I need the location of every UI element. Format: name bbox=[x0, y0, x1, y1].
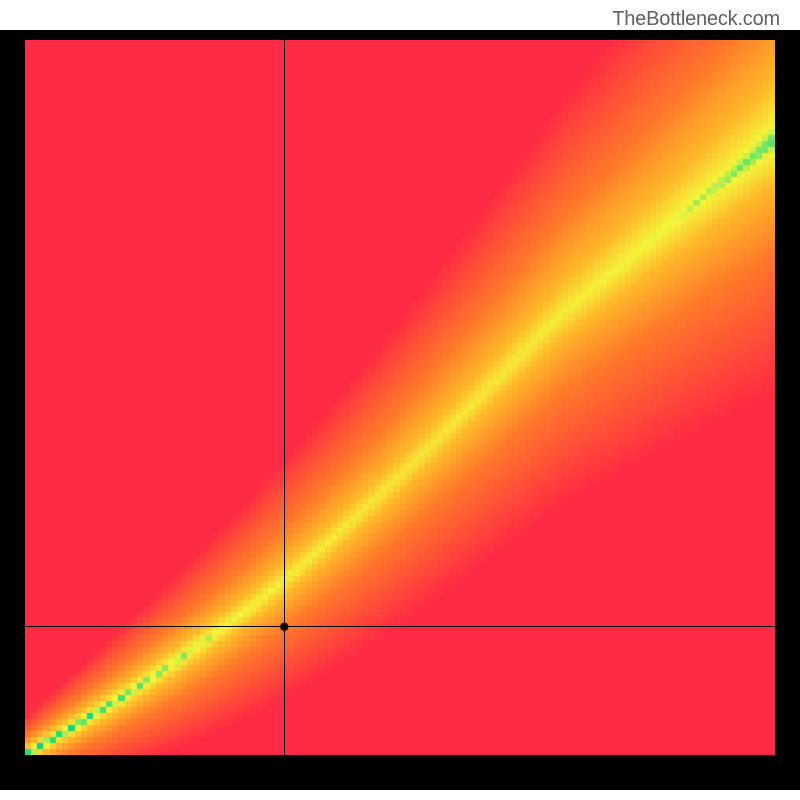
chart-frame bbox=[0, 30, 800, 790]
bottleneck-heatmap bbox=[25, 40, 775, 755]
watermark-text: TheBottleneck.com bbox=[612, 8, 780, 31]
